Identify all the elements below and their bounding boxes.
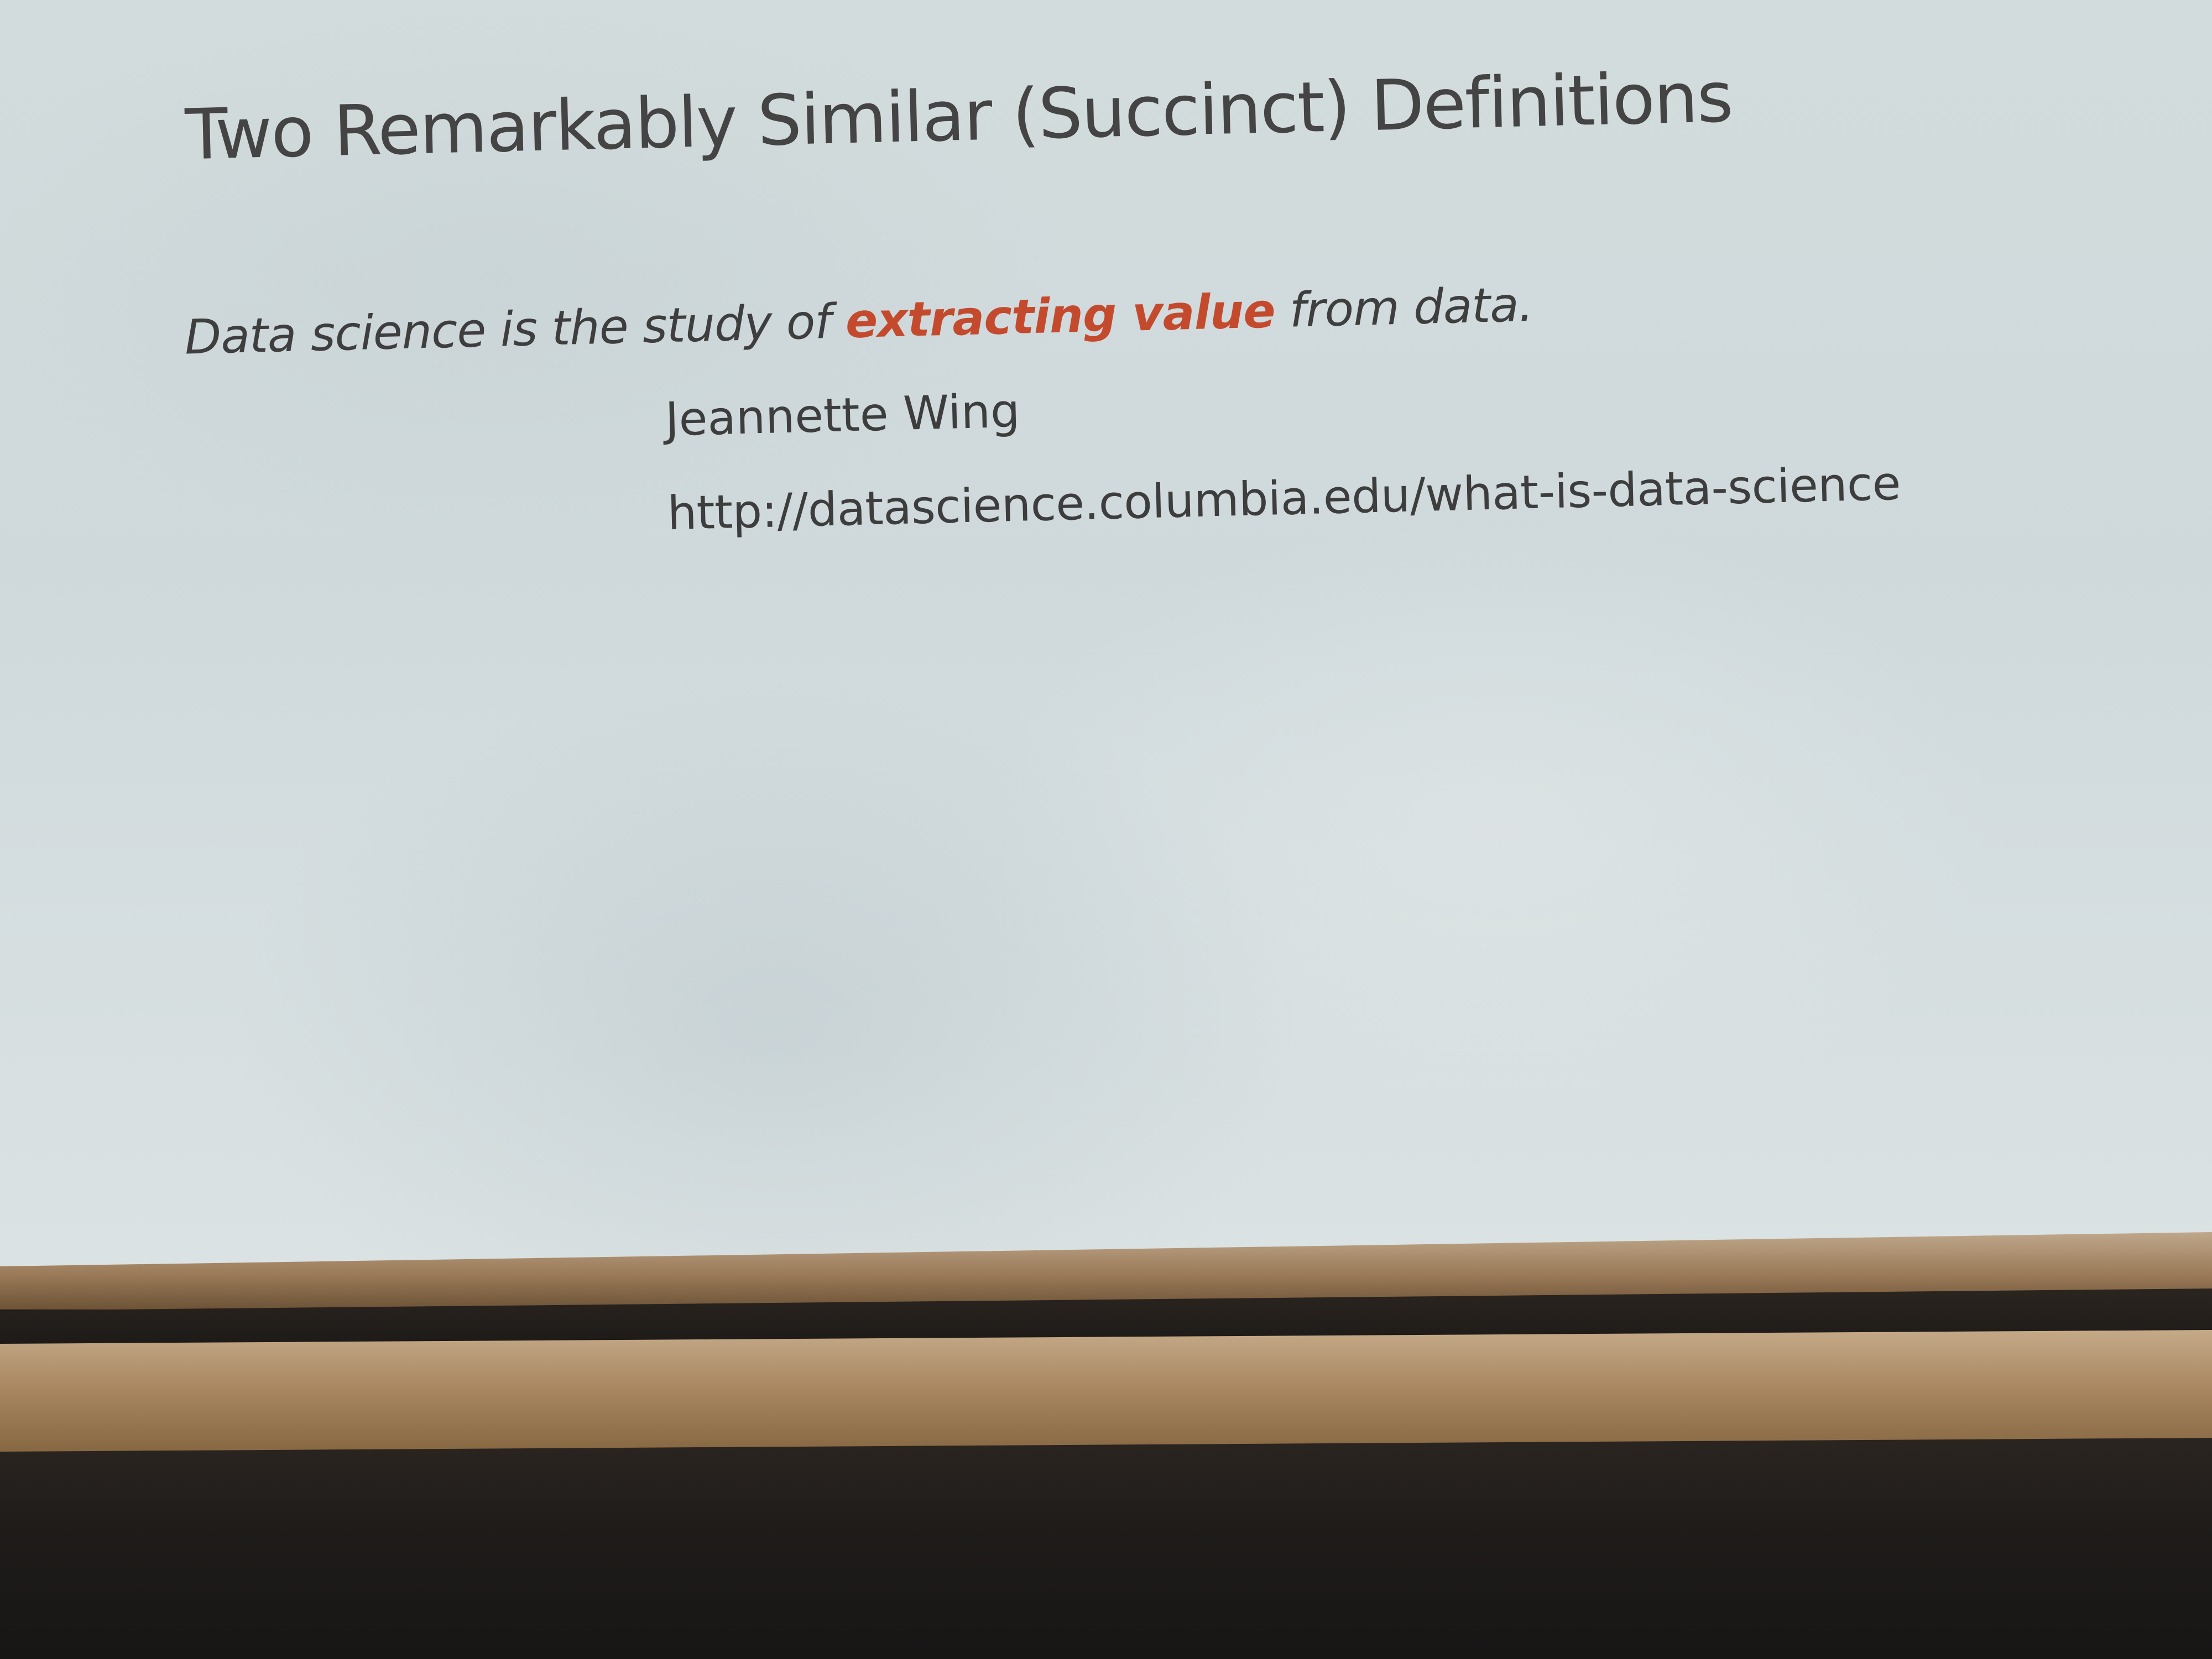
quote-author: Jeannette Wing (664, 383, 1021, 447)
definition-quote: Data science is the study of extracting … (184, 277, 1533, 366)
slide: Two Remarkably Similar (Succinct) Defini… (184, 56, 1901, 541)
wall-band (0, 1330, 2212, 1457)
source-url: http://datascience.columbia.edu/what-is-… (666, 456, 1901, 541)
quote-highlight: extracting value (844, 283, 1276, 349)
lower-wall-shadow (0, 1438, 2212, 1659)
projection-screen: Two Remarkably Similar (Succinct) Defini… (0, 0, 2212, 1266)
slide-title: Two Remarkably Similar (Succinct) Defini… (184, 56, 1733, 176)
quote-prefix: Data science is the study of (184, 294, 847, 366)
quote-suffix: from data. (1274, 276, 1534, 339)
